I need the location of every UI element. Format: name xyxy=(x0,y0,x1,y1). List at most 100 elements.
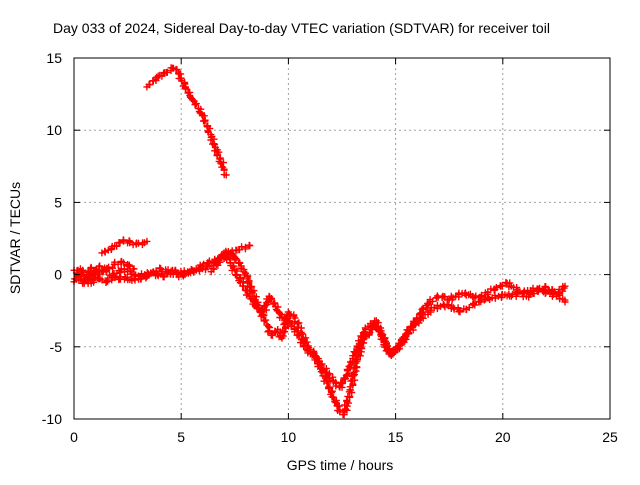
data-point xyxy=(156,273,159,276)
data-series-arc-f xyxy=(143,64,230,179)
data-series-arc-b xyxy=(70,247,569,419)
data-point xyxy=(113,244,116,247)
data-point xyxy=(197,107,200,110)
data-point xyxy=(89,266,93,269)
data-point xyxy=(525,295,528,298)
data-point xyxy=(100,251,104,255)
data-point xyxy=(225,173,228,177)
data-point xyxy=(465,308,468,311)
data-point xyxy=(81,282,84,285)
data-point xyxy=(306,349,309,353)
data-point xyxy=(128,241,131,245)
data-point xyxy=(100,270,104,273)
data-point xyxy=(261,313,264,317)
data-point xyxy=(141,241,144,245)
data-point xyxy=(229,261,232,265)
data-point xyxy=(270,334,273,337)
data-point xyxy=(242,284,245,288)
data-point xyxy=(113,263,116,266)
plot-frame xyxy=(73,57,611,420)
data-point xyxy=(531,292,535,295)
data-point xyxy=(195,269,198,272)
data-point xyxy=(368,331,372,334)
data-point xyxy=(201,267,204,271)
data-series-arc-d xyxy=(81,257,138,287)
data-point xyxy=(338,409,342,412)
data-point xyxy=(164,270,168,273)
data-point xyxy=(104,280,108,284)
data-point xyxy=(480,295,483,298)
data-point xyxy=(454,295,457,298)
data-point xyxy=(240,264,243,268)
data-point xyxy=(544,286,547,289)
data-point xyxy=(383,339,387,343)
data-point xyxy=(145,240,149,243)
data-point xyxy=(218,157,221,161)
data-point xyxy=(538,287,541,291)
data-point xyxy=(390,354,393,357)
chart-title: Day 033 of 2024, Sidereal Day-to-day VTE… xyxy=(53,20,550,36)
data-point xyxy=(124,276,127,279)
data-point xyxy=(122,238,125,242)
data-point xyxy=(188,94,191,97)
data-point xyxy=(550,289,554,292)
data-point xyxy=(473,296,477,299)
y-tick-label: 0 xyxy=(54,267,62,283)
series-markers xyxy=(98,236,151,257)
data-layer xyxy=(70,64,569,419)
data-point xyxy=(370,322,374,325)
data-point xyxy=(557,292,560,295)
data-point xyxy=(274,305,277,308)
x-tick-label: 0 xyxy=(70,429,78,445)
data-point xyxy=(126,270,129,273)
data-point xyxy=(497,295,500,298)
data-point xyxy=(175,68,179,71)
data-point xyxy=(493,287,496,291)
data-point xyxy=(510,295,513,298)
data-point xyxy=(490,296,494,299)
data-point xyxy=(130,279,134,282)
data-point xyxy=(332,380,335,383)
data-point xyxy=(158,267,161,271)
y-tick-label: 10 xyxy=(46,122,62,138)
data-point xyxy=(349,388,352,392)
data-point xyxy=(319,362,322,366)
data-point xyxy=(252,295,256,298)
data-point xyxy=(338,386,342,389)
data-point xyxy=(293,316,297,320)
tick-layer: 0 5 10 15 20 25 -10 -5 0 5 10 15 xyxy=(42,50,618,445)
data-point xyxy=(505,282,509,285)
data-point xyxy=(345,374,348,377)
data-point xyxy=(499,284,502,288)
data-point xyxy=(377,325,380,328)
data-point xyxy=(415,316,419,320)
data-point xyxy=(445,303,449,307)
x-tick-label: 25 xyxy=(602,429,618,445)
data-point xyxy=(210,270,213,273)
data-point xyxy=(83,277,86,281)
x-tick-label: 20 xyxy=(495,429,511,445)
data-point xyxy=(441,295,444,298)
data-point xyxy=(287,319,290,323)
data-point xyxy=(561,297,565,301)
data-point xyxy=(92,273,95,276)
data-point xyxy=(448,297,451,301)
y-tick-label: -5 xyxy=(50,339,63,355)
data-point xyxy=(222,167,226,171)
data-point xyxy=(107,267,110,271)
data-point xyxy=(265,323,269,327)
data-point xyxy=(164,71,168,74)
grid-layer xyxy=(74,58,610,419)
data-point xyxy=(276,328,279,331)
data-point xyxy=(280,316,284,320)
data-point xyxy=(248,295,252,298)
data-point xyxy=(439,305,442,308)
data-point xyxy=(563,300,567,304)
data-point xyxy=(171,269,174,272)
data-series-arc-c xyxy=(207,249,569,391)
x-tick-label: 15 xyxy=(388,429,404,445)
data-point xyxy=(246,277,249,281)
data-point xyxy=(435,296,438,299)
data-point xyxy=(207,264,211,268)
